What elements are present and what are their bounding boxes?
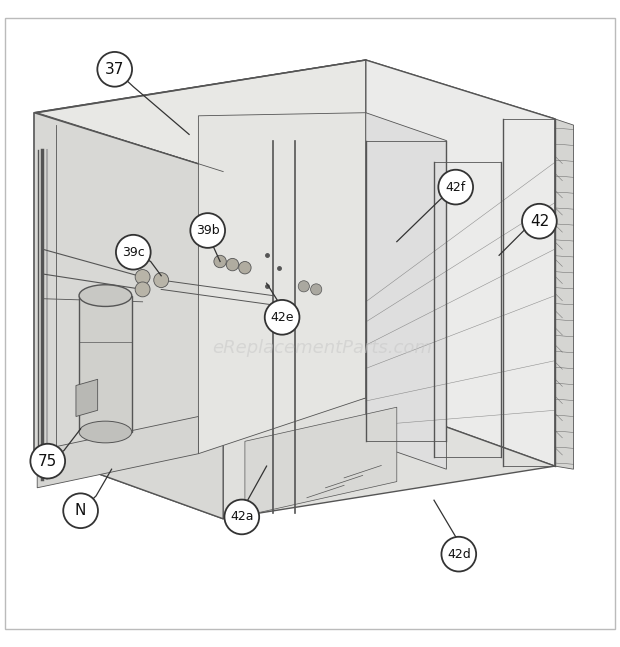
Polygon shape xyxy=(79,296,131,432)
Circle shape xyxy=(298,281,309,292)
Circle shape xyxy=(226,258,239,271)
Circle shape xyxy=(239,261,251,274)
Circle shape xyxy=(311,284,322,295)
Circle shape xyxy=(265,300,299,334)
Circle shape xyxy=(190,213,225,248)
Polygon shape xyxy=(76,379,98,417)
Ellipse shape xyxy=(79,285,131,307)
Polygon shape xyxy=(198,113,366,454)
Polygon shape xyxy=(555,119,574,469)
Circle shape xyxy=(135,282,150,297)
Text: 42e: 42e xyxy=(270,311,294,324)
Text: 37: 37 xyxy=(105,62,125,77)
Circle shape xyxy=(522,204,557,239)
Text: 42: 42 xyxy=(529,214,549,228)
Polygon shape xyxy=(34,60,555,171)
Ellipse shape xyxy=(79,421,131,443)
Circle shape xyxy=(214,256,226,268)
Circle shape xyxy=(116,235,151,270)
Circle shape xyxy=(30,444,65,479)
Text: 42f: 42f xyxy=(446,181,466,193)
Text: 42d: 42d xyxy=(447,547,471,561)
Polygon shape xyxy=(37,417,198,488)
Circle shape xyxy=(63,494,98,528)
Circle shape xyxy=(135,270,150,285)
Polygon shape xyxy=(34,398,555,519)
Text: 39c: 39c xyxy=(122,246,144,259)
Polygon shape xyxy=(34,113,223,519)
Text: 75: 75 xyxy=(38,454,58,468)
Polygon shape xyxy=(34,60,366,450)
Polygon shape xyxy=(245,407,397,516)
Circle shape xyxy=(224,499,259,534)
Circle shape xyxy=(97,52,132,87)
Circle shape xyxy=(154,272,169,287)
Text: N: N xyxy=(75,503,86,518)
Circle shape xyxy=(438,170,473,204)
Text: 39b: 39b xyxy=(196,224,219,237)
Circle shape xyxy=(441,537,476,571)
Text: 42a: 42a xyxy=(230,510,254,523)
Text: eReplacementParts.com: eReplacementParts.com xyxy=(213,339,432,357)
Polygon shape xyxy=(366,60,555,466)
Polygon shape xyxy=(366,113,446,469)
